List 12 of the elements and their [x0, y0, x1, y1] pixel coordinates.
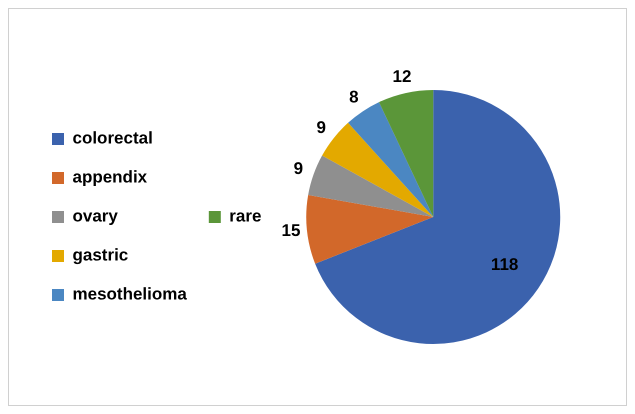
legend-label: mesothelioma	[72, 284, 188, 304]
data-label: 8	[349, 88, 359, 107]
data-label: 9	[294, 159, 304, 178]
legend-label: gastric	[72, 246, 128, 265]
legend-label: rare	[229, 206, 262, 226]
legend-label: colorectal	[72, 128, 153, 148]
data-label: 9	[316, 118, 326, 137]
data-label: 118	[490, 255, 518, 274]
legend-label: appendix	[72, 168, 148, 187]
data-label: 12	[392, 67, 412, 86]
legend-label: ovary	[72, 206, 118, 226]
data-label: 15	[281, 221, 300, 240]
